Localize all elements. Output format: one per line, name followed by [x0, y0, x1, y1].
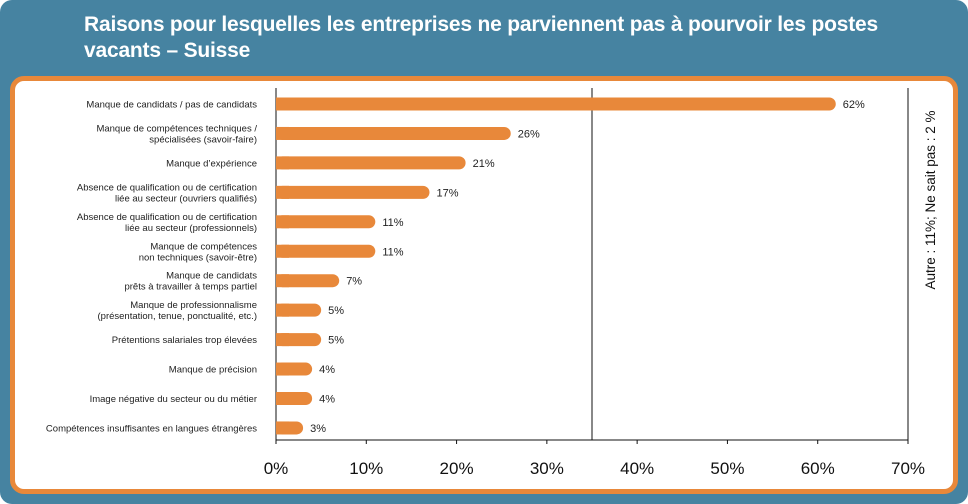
category-label-line: Absence de qualification ou de certifica…: [77, 212, 257, 223]
x-tick-label: 0%: [264, 459, 289, 478]
x-tick-label: 30%: [530, 459, 564, 478]
bar: [276, 126, 511, 140]
category-label-line: (présentation, tenue, ponctualité, etc.): [98, 311, 258, 322]
x-tick-label: 10%: [349, 459, 383, 478]
bar-base: [276, 244, 289, 258]
bar-base: [276, 333, 289, 347]
category-label-line: Manque de précision: [169, 365, 257, 376]
bar-base: [276, 97, 289, 111]
x-tick-label: 70%: [891, 459, 925, 478]
value-label: 11%: [382, 246, 403, 258]
category-label: Manque de candidats / pas de candidats: [86, 100, 257, 111]
category-label-line: Manque de candidats / pas de candidats: [86, 100, 257, 111]
category-label: Compétences insuffisantes en langues étr…: [46, 423, 257, 434]
category-label-line: non techniques (savoir-être): [139, 252, 257, 263]
bar-base: [276, 215, 289, 229]
x-tick-label: 60%: [801, 459, 835, 478]
category-label-line: liée au secteur (professionnels): [125, 223, 257, 234]
category-label-line: Prétentions salariales trop élevées: [112, 335, 257, 346]
category-label: Manque d’expérience: [166, 158, 257, 169]
bar-base: [276, 421, 289, 435]
value-label: 7%: [346, 276, 362, 288]
bar-base: [276, 303, 289, 317]
category-label: Absence de qualification ou de certifica…: [77, 182, 257, 204]
bar: [276, 244, 376, 258]
value-label: 4%: [319, 364, 335, 376]
category-label: Manque de professionnalisme (présentation…: [98, 300, 258, 322]
category-label: Manque de compétences non techniques (sav…: [139, 241, 258, 263]
value-label: 21%: [473, 158, 495, 170]
bar-base: [276, 274, 289, 288]
category-label: Manque de candidats prêts à travailler à …: [124, 271, 257, 293]
category-label: Manque de précision: [169, 365, 257, 376]
category-label-line: liée au secteur (ouvriers qualifiés): [115, 193, 257, 204]
category-label: Image négative du secteur ou du métier: [90, 394, 257, 405]
category-label: Prétentions salariales trop élevées: [112, 335, 257, 346]
value-label: 5%: [328, 305, 344, 317]
value-label: 4%: [319, 394, 335, 406]
chart-panel: [10, 76, 958, 494]
bar: [276, 156, 466, 170]
bar-base: [276, 185, 289, 199]
bar: [276, 274, 340, 288]
category-label-line: Manque de professionnalisme: [130, 300, 257, 311]
bar: [276, 185, 430, 199]
category-label: Manque de compétences techniques / spécia…: [96, 123, 257, 145]
category-label-line: Absence de qualification ou de certifica…: [77, 182, 257, 193]
value-label: 11%: [382, 217, 403, 229]
category-label: Absence de qualification ou de certifica…: [77, 212, 257, 234]
category-label-line: Image négative du secteur ou du métier: [90, 394, 257, 405]
x-tick-label: 50%: [710, 459, 744, 478]
x-tick-label: 20%: [440, 459, 474, 478]
category-label-line: spécialisées (savoir-faire): [149, 134, 257, 145]
category-label-line: Manque d’expérience: [166, 158, 257, 169]
side-note: Autre : 11%; Ne sait pas : 2 %: [923, 110, 938, 289]
bar: [276, 215, 376, 229]
value-label: 62%: [843, 99, 865, 111]
bar-base: [276, 156, 289, 170]
value-label: 3%: [310, 423, 326, 435]
bar: [276, 97, 836, 111]
bar-base: [276, 392, 289, 405]
x-tick-label: 40%: [620, 459, 654, 478]
category-label-line: Compétences insuffisantes en langues étr…: [46, 423, 257, 434]
chart-title: Raisons pour lesquelles les entreprises …: [84, 13, 878, 62]
category-label-line: prêts à travailler à temps partiel: [124, 282, 257, 293]
value-label: 5%: [328, 335, 344, 347]
bar-base: [276, 126, 289, 140]
value-label: 17%: [436, 187, 458, 199]
value-label: 26%: [518, 128, 540, 140]
category-label-line: Manque de compétences: [150, 241, 257, 252]
bar-base: [276, 362, 289, 376]
category-label-line: Manque de candidats: [166, 271, 257, 282]
category-label-line: Manque de compétences techniques /: [96, 123, 257, 134]
